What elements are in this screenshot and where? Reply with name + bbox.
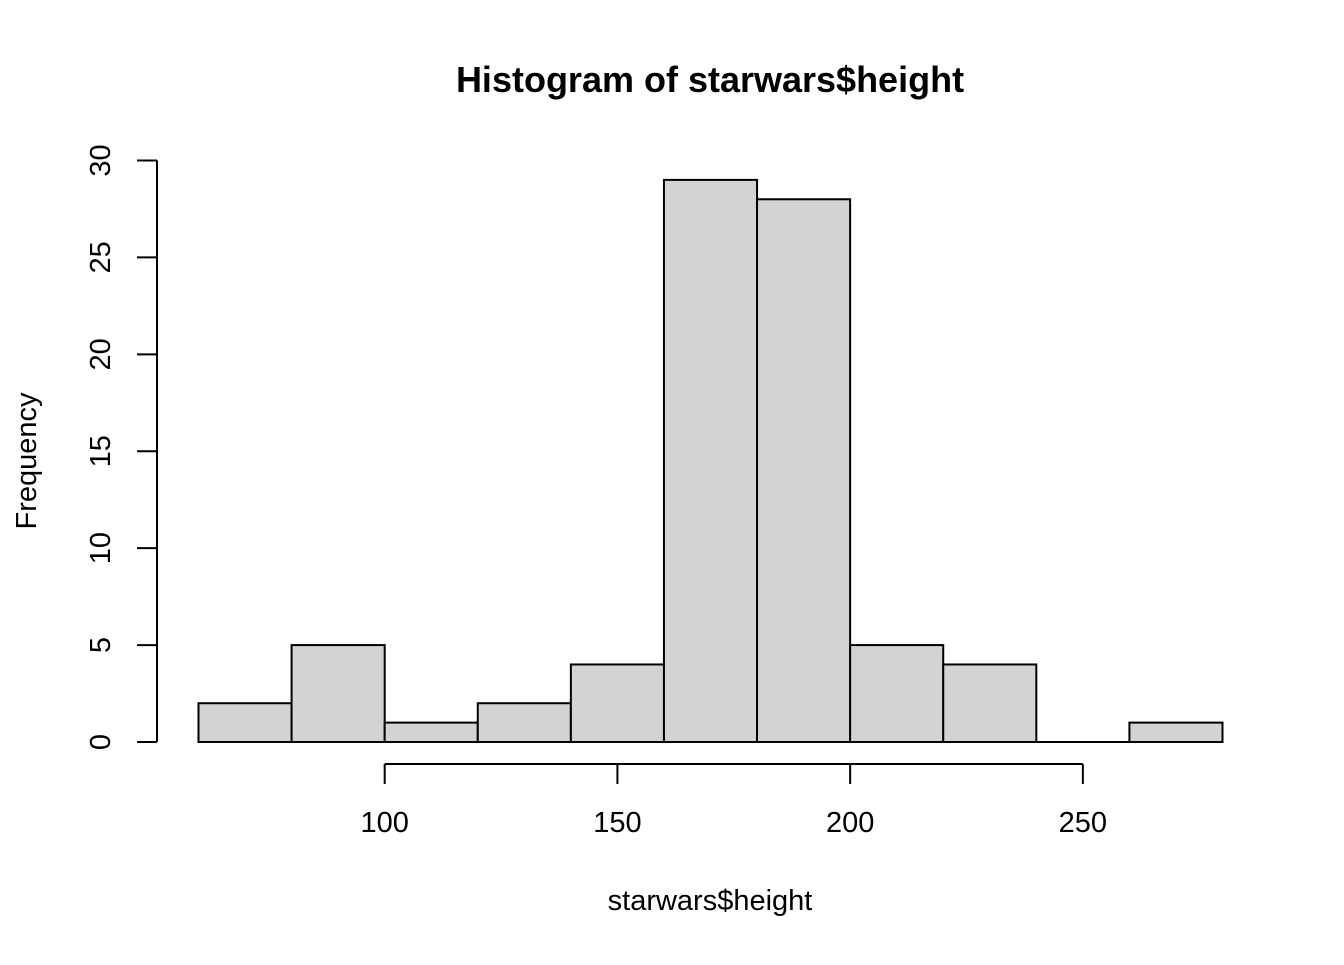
bars-layer [197,178,1224,744]
histogram-bar-6 [756,198,852,743]
y-tick-label-4: 20 [85,338,117,370]
x-tick-label-1: 150 [593,807,641,839]
x-tick-label-0: 100 [360,807,408,839]
y-tick-label-5: 25 [85,241,117,273]
histogram-bar-1 [290,644,386,743]
y-tick-label-2: 10 [85,532,117,564]
y-tick-label-0: 0 [85,734,117,750]
histogram-bar-10 [1128,721,1224,743]
histogram-bar-4 [569,663,665,744]
y-tick-label-1: 5 [85,637,117,653]
histogram-bar-8 [942,663,1038,744]
y-tick-label-6: 30 [85,144,117,176]
histogram-bar-3 [476,702,572,744]
x-tick-label-3: 250 [1059,807,1107,839]
histogram-bar-0 [197,702,293,744]
histogram-bar-2 [383,721,479,743]
y-tick-label-3: 15 [85,435,117,467]
y-axis: 0 5 10 15 20 25 30 [85,144,158,750]
x-axis-title: starwars$height [608,885,813,917]
chart-title: Histogram of starwars$height [456,59,964,100]
x-tick-label-2: 200 [826,807,874,839]
histogram-bar-7 [849,644,945,743]
y-axis-title: Frequency [11,392,43,530]
x-axis: 100 150 200 250 [360,763,1107,839]
histogram-bar-5 [662,178,759,743]
